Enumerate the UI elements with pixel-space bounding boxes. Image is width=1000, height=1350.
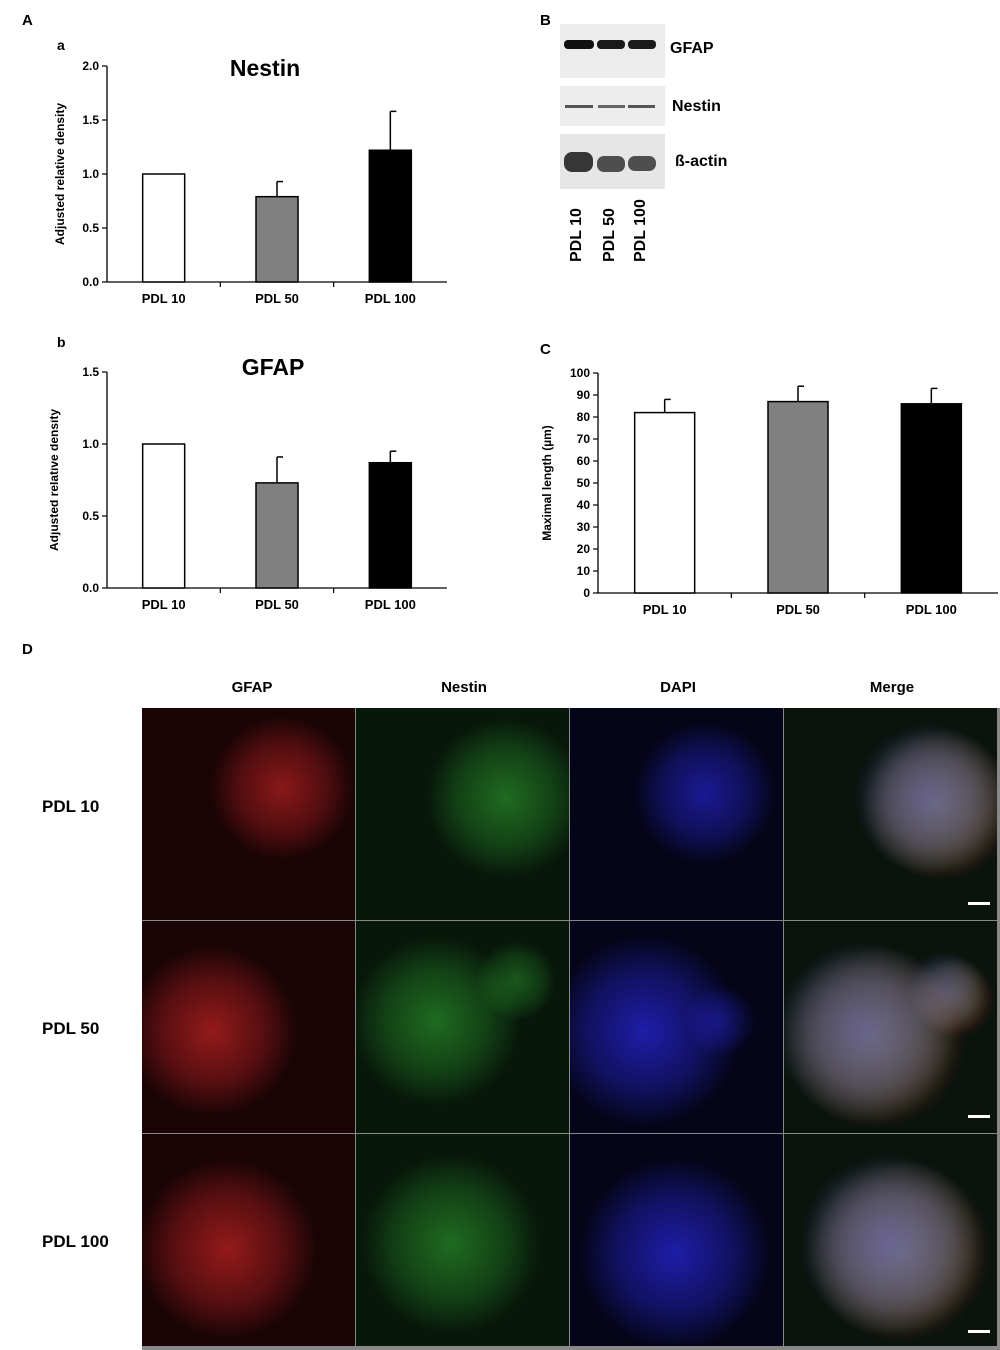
bar [141, 443, 186, 589]
y-tick-label: 20 [577, 542, 591, 556]
western-blot [560, 24, 665, 189]
scale-bar [968, 1115, 990, 1118]
micrograph-tile [142, 921, 355, 1133]
chart-title: GFAP [242, 354, 305, 380]
y-tick-label: 1.5 [82, 113, 99, 127]
micrograph-tile [356, 1134, 569, 1346]
bar [368, 461, 413, 589]
micrograph-tile [784, 921, 997, 1133]
bar [368, 149, 413, 283]
micrograph-tile [570, 1134, 783, 1346]
bar [141, 173, 186, 283]
y-axis-label: Adjusted relative density [53, 103, 67, 245]
x-tick-label: PDL 50 [776, 602, 820, 617]
panel-letter-a: A [22, 12, 33, 29]
micrograph-tile [570, 921, 783, 1133]
micro-col-dapi: DAPI [660, 679, 696, 696]
chart-nestin-density: 0.0 0.5 1.0 1.5 2.0 PDL 10 PDL 50 PDL 100 Nestin… [53, 55, 447, 306]
blot-strip-nestin [560, 86, 665, 126]
y-tick-label: 0.5 [82, 221, 99, 235]
micrograph-tile [356, 708, 569, 920]
bar [900, 403, 963, 594]
y-tick-label: 60 [577, 454, 591, 468]
subpanel-letter-a: a [57, 37, 65, 53]
blot-label-gfap: GFAP [670, 40, 714, 57]
x-tick-label: PDL 10 [142, 597, 186, 612]
micrograph-grid [142, 708, 1000, 1350]
y-axis-label: Maximal length (µm) [540, 425, 554, 541]
micro-row-pdl100: PDL 100 [42, 1232, 109, 1251]
micro-row-pdl10: PDL 10 [42, 797, 100, 816]
bar [255, 482, 299, 589]
y-tick-label: 2.0 [82, 59, 99, 73]
panel-letter-c: C [540, 341, 551, 358]
micrograph-tile [784, 1134, 997, 1346]
y-tick-label: 0.0 [82, 581, 99, 595]
blot-lane-pdl100: PDL 100 [632, 199, 649, 262]
scale-bar [968, 1330, 990, 1333]
chart-gfap-density: 0.0 0.5 1.0 1.5 PDL 10 PDL 50 PDL 100 GFAP Adjus… [50, 354, 447, 612]
y-axis-label: Adjusted relative density [50, 409, 61, 551]
micro-row-pdl50: PDL 50 [42, 1019, 100, 1038]
chart-maximal-length: 0 10 20 30 40 50 60 70 80 90 100 PDL 10 PDL 50 PDL 10… [540, 366, 998, 617]
blot-lane-pdl10: PDL 10 [568, 208, 585, 262]
blot-strip-actin [560, 134, 665, 189]
x-tick-label: PDL 100 [906, 602, 957, 617]
y-tick-label: 70 [577, 432, 591, 446]
blot-lane-pdl50: PDL 50 [601, 208, 618, 262]
y-tick-label: 40 [577, 498, 591, 512]
y-tick-label: 30 [577, 520, 591, 534]
bar [633, 411, 696, 594]
y-tick-label: 1.5 [82, 365, 99, 379]
blot-strip-gfap [560, 24, 665, 78]
x-tick-label: PDL 100 [365, 597, 416, 612]
micrograph-tile [142, 1134, 355, 1346]
panel-letter-b: B [540, 12, 551, 29]
micrograph-tile [784, 708, 997, 920]
chart-title: Nestin [230, 55, 300, 81]
blot-label-actin: ß-actin [675, 153, 728, 170]
y-tick-label: 80 [577, 410, 591, 424]
y-tick-label: 0 [583, 586, 590, 600]
y-tick-label: 0.0 [82, 275, 99, 289]
blot-label-nestin: Nestin [672, 98, 721, 115]
y-tick-label: 1.0 [82, 437, 99, 451]
micro-col-merge: Merge [869, 679, 915, 696]
micrograph-tile [356, 921, 569, 1133]
micrograph-tile [142, 708, 355, 920]
y-tick-label: 10 [577, 564, 591, 578]
x-tick-label: PDL 10 [643, 602, 687, 617]
panel-letter-d: D [22, 641, 33, 658]
scale-bar [968, 902, 990, 905]
y-tick-label: 50 [577, 476, 591, 490]
bar [255, 195, 299, 283]
y-tick-label: 0.5 [82, 509, 99, 523]
x-tick-label: PDL 50 [255, 597, 299, 612]
y-tick-label: 1.0 [82, 167, 99, 181]
y-tick-label: 100 [570, 366, 590, 380]
x-tick-label: PDL 50 [255, 291, 299, 306]
subpanel-letter-b: b [57, 334, 66, 350]
x-tick-label: PDL 10 [142, 291, 186, 306]
y-tick-label: 90 [577, 388, 591, 402]
micro-col-nestin: Nestin [441, 679, 487, 696]
bar [767, 400, 829, 594]
x-tick-label: PDL 100 [365, 291, 416, 306]
micrograph-tile [570, 708, 783, 920]
micro-col-gfap: GFAP [231, 679, 273, 696]
